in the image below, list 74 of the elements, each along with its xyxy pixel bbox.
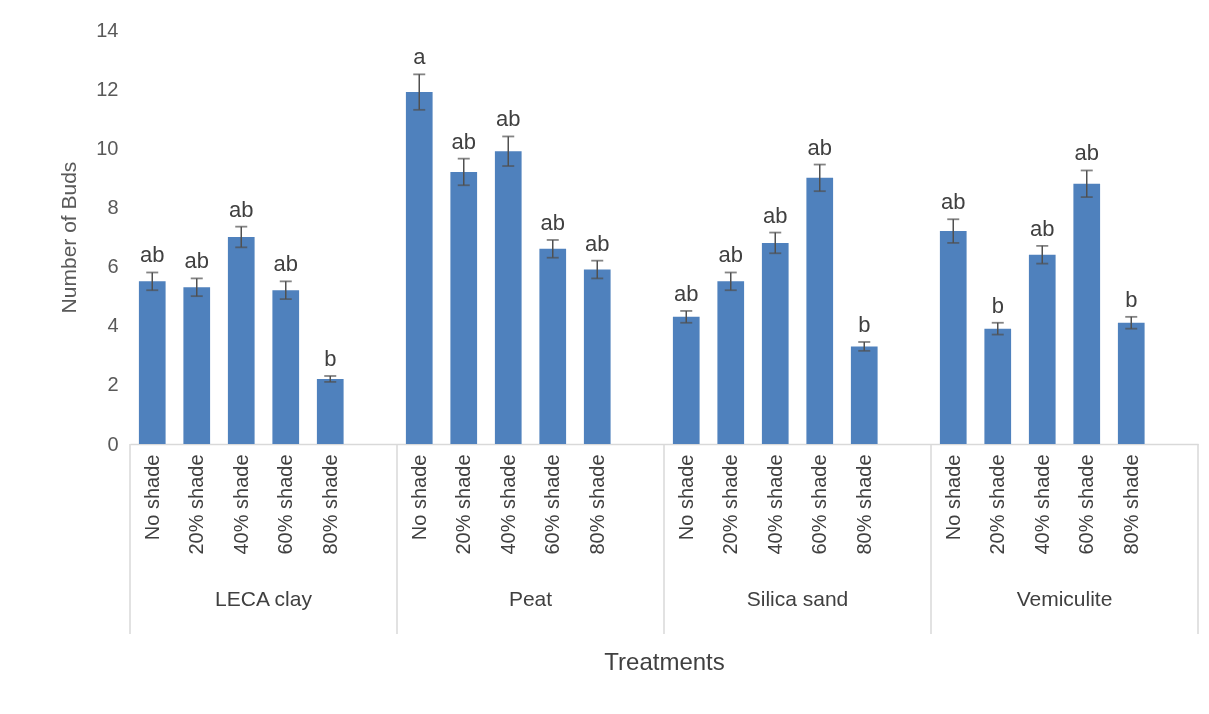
x-tick-label: No shade bbox=[407, 454, 430, 541]
data-label: ab bbox=[451, 128, 476, 154]
bar bbox=[984, 328, 1012, 444]
x-axis-title: Treatments bbox=[604, 647, 725, 675]
x-tick-label: No shade bbox=[140, 454, 163, 541]
x-tick-label: 60% shade bbox=[808, 454, 831, 555]
bar bbox=[227, 237, 255, 444]
x-tick-label: 20% shade bbox=[185, 454, 208, 555]
data-label: ab bbox=[807, 134, 832, 160]
y-tick-label: 2 bbox=[107, 373, 119, 396]
x-tick-label: 40% shade bbox=[229, 454, 252, 555]
x-tick-label: No shade bbox=[941, 454, 964, 541]
x-tick-label: 60% shade bbox=[541, 454, 564, 555]
y-tick-label: 4 bbox=[107, 314, 119, 337]
text: Silica sand bbox=[746, 587, 849, 610]
bar bbox=[138, 281, 166, 444]
bar bbox=[583, 269, 611, 444]
data-label: b bbox=[858, 311, 871, 337]
data-label: ab bbox=[585, 230, 610, 256]
bar bbox=[405, 92, 433, 444]
y-axis-title: Number of Buds bbox=[57, 161, 81, 314]
data-label: ab bbox=[718, 242, 743, 268]
x-tick-label: 40% shade bbox=[763, 454, 786, 555]
x-tick-label: 80% shade bbox=[1119, 454, 1142, 555]
bar bbox=[1073, 183, 1101, 444]
x-tick-label: 80% shade bbox=[318, 454, 341, 555]
data-label: ab bbox=[1074, 140, 1099, 166]
y-tick-label: 12 bbox=[96, 77, 119, 100]
data-label: b bbox=[991, 292, 1004, 318]
bar bbox=[272, 290, 300, 444]
bar bbox=[806, 177, 834, 444]
bar bbox=[672, 316, 700, 444]
data-label: ab bbox=[763, 202, 788, 228]
x-tick-label: No shade bbox=[674, 454, 697, 541]
x-tick-label: 20% shade bbox=[719, 454, 742, 555]
text: Peat bbox=[508, 587, 553, 610]
bar bbox=[850, 346, 878, 444]
x-tick-label: 60% shade bbox=[1075, 454, 1098, 555]
bar bbox=[450, 171, 478, 444]
bar bbox=[183, 287, 211, 444]
text: Vemiculite bbox=[1016, 587, 1113, 610]
bar bbox=[939, 231, 967, 444]
data-label: ab bbox=[273, 251, 298, 277]
y-tick-label: 0 bbox=[107, 432, 119, 455]
x-tick-label: 20% shade bbox=[986, 454, 1009, 555]
x-tick-label: 20% shade bbox=[452, 454, 475, 555]
data-label: b bbox=[1125, 286, 1138, 312]
data-label: ab bbox=[1030, 215, 1055, 241]
bar bbox=[761, 242, 789, 444]
bar bbox=[717, 281, 745, 444]
x-tick-label: 40% shade bbox=[496, 454, 519, 555]
data-label: ab bbox=[540, 209, 565, 235]
data-label: ab bbox=[941, 189, 966, 215]
bar bbox=[316, 378, 344, 444]
y-tick-label: 8 bbox=[107, 195, 119, 218]
data-label: a bbox=[413, 44, 427, 70]
bar bbox=[1028, 254, 1056, 444]
x-tick-label: 60% shade bbox=[274, 454, 297, 555]
data-label: ab bbox=[229, 196, 254, 222]
x-tick-label: 40% shade bbox=[1030, 454, 1053, 555]
y-tick-label: 14 bbox=[96, 18, 119, 41]
data-label: ab bbox=[496, 106, 521, 132]
text: LECA clay bbox=[215, 587, 313, 610]
data-label: b bbox=[324, 345, 337, 371]
y-tick-label: 10 bbox=[96, 136, 119, 159]
bar bbox=[1117, 322, 1145, 444]
y-tick-label: 6 bbox=[107, 255, 119, 278]
data-label: ab bbox=[674, 280, 699, 306]
data-label: ab bbox=[140, 242, 165, 268]
x-tick-label: 80% shade bbox=[585, 454, 608, 555]
bar bbox=[494, 151, 522, 444]
data-label: ab bbox=[184, 248, 209, 274]
bar bbox=[539, 248, 567, 444]
x-tick-label: 80% shade bbox=[852, 454, 875, 555]
